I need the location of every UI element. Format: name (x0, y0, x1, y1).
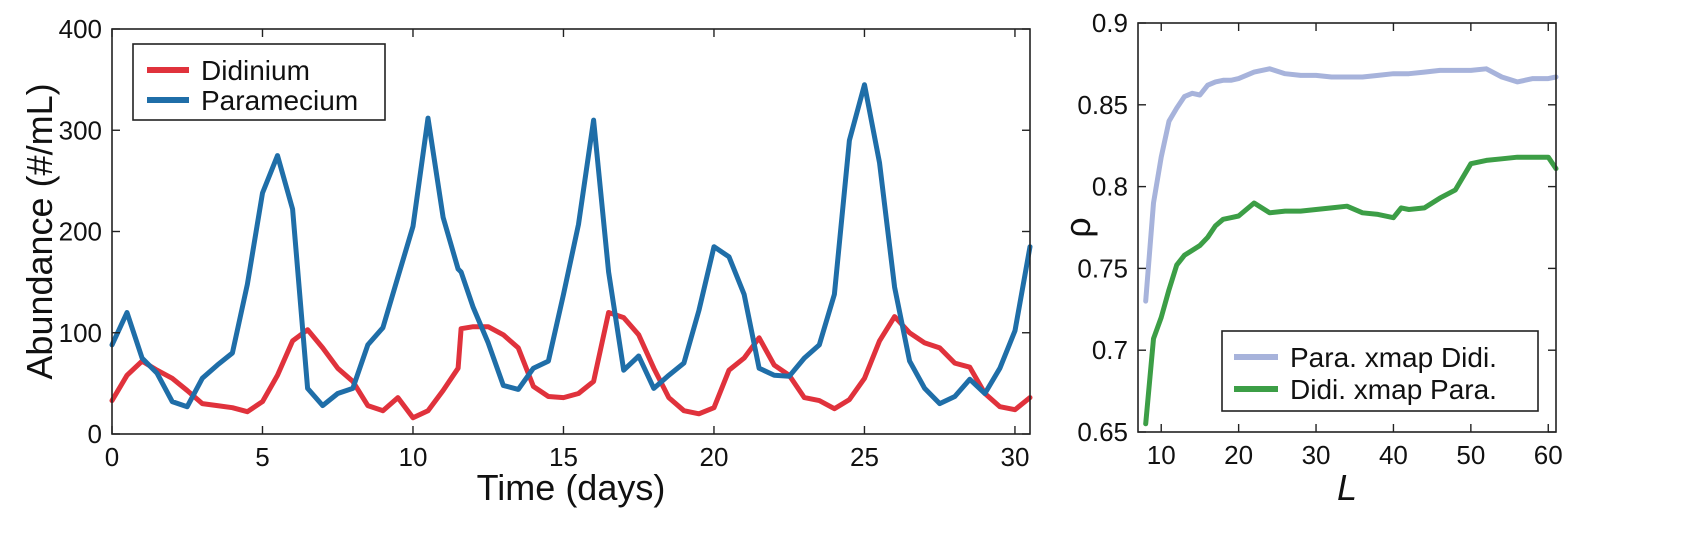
y-tick-label: 200 (59, 217, 102, 247)
x-tick-label: 10 (1147, 440, 1176, 470)
chart-cross-map-skill: 10 20 30 40 50 60 0.65 0.7 0.75 0.8 0.85 0.9 L ρ Pa… (1057, 8, 1563, 508)
x-tick-label: 10 (399, 442, 428, 472)
y-tick-label: 0.8 (1092, 172, 1128, 202)
left-series-lines (109, 82, 1033, 421)
y-tick-label: 0.85 (1077, 90, 1128, 120)
left-x-axis-label: Time (days) (477, 467, 666, 508)
y-tick-label: 300 (59, 115, 102, 145)
y-tick-label: 0 (88, 419, 102, 449)
legend-label-didinium: Didinium (201, 55, 310, 86)
right-y-axis-label: ρ (1057, 217, 1098, 237)
series-line-didi-xmap-para (1143, 154, 1559, 427)
legend-label-didi-xmap-para: Didi. xmap Para. (1290, 374, 1497, 405)
right-plot-frame (1137, 22, 1557, 433)
x-tick-label: 5 (255, 442, 269, 472)
legend-label-para-xmap-didi: Para. xmap Didi. (1290, 342, 1497, 373)
right-legend: Para. xmap Didi.Didi. xmap Para. (1221, 330, 1539, 412)
x-tick-label: 30 (1302, 440, 1331, 470)
x-tick-label: 50 (1456, 440, 1485, 470)
x-tick-label: 60 (1534, 440, 1563, 470)
x-tick-label: 15 (549, 442, 578, 472)
x-tick-label: 0 (105, 442, 119, 472)
left-y-axis-label: Abundance (#/mL) (19, 83, 60, 379)
series-line-para-xmap-didi (1143, 66, 1559, 304)
y-tick-label: 0.9 (1092, 8, 1128, 38)
y-tick-label: 0.75 (1077, 253, 1128, 283)
right-series-lines (1143, 66, 1559, 427)
legend-label-paramecium: Paramecium (201, 85, 358, 116)
y-tick-label: 0.65 (1077, 417, 1128, 447)
y-tick-label: 400 (59, 14, 102, 44)
series-line-paramecium (109, 82, 1033, 410)
series-line-didinium (109, 310, 1033, 421)
x-tick-label: 30 (1000, 442, 1029, 472)
y-tick-label: 0.7 (1092, 335, 1128, 365)
x-tick-label: 25 (850, 442, 879, 472)
x-tick-label: 40 (1379, 440, 1408, 470)
y-tick-label: 100 (59, 318, 102, 348)
right-x-axis-label: L (1337, 467, 1357, 508)
right-axis-ticks: 10 20 30 40 50 60 0.65 0.7 0.75 0.8 0.85 0.9 (1077, 8, 1562, 470)
x-tick-label: 20 (1224, 440, 1253, 470)
x-tick-label: 20 (700, 442, 729, 472)
legend-box (1221, 330, 1539, 412)
legend-box (132, 43, 386, 121)
